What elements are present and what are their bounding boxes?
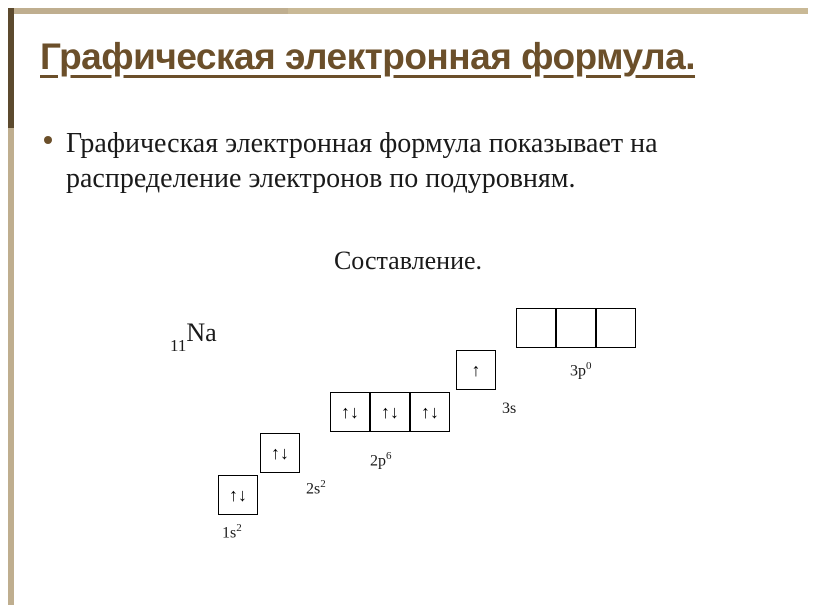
decorative-border-top [8,8,808,14]
orbital-box [556,308,596,348]
orbital-box: ↑↓ [410,392,450,432]
orbital-diagram: ↑↓1s2↑↓2s2↑↓↑↓↑↓2p6↑3s3p0 [200,300,700,580]
bullet-item: Графическая электронная формула показыва… [66,126,786,196]
orbital-box: ↑↓ [218,475,258,515]
orbital-box: ↑↓ [370,392,410,432]
orbital-box: ↑↓ [330,392,370,432]
orbital-box [596,308,636,348]
orbital-box: ↑↓ [260,433,300,473]
decorative-border-left [8,8,14,605]
orbital-label: 3s [502,400,516,418]
atomic-number: 11 [170,336,186,355]
bullet-dot-icon [44,136,52,144]
orbital-label: 3p0 [570,360,592,380]
orbital-label: 2p6 [370,450,392,470]
page-title: Графическая электронная формула. [40,36,695,78]
orbital-label: 2s2 [306,478,326,498]
bullet-text: Графическая электронная формула показыва… [66,128,658,194]
subtitle: Составление. [0,246,816,276]
orbital-box: ↑ [456,350,496,390]
orbital-label: 1s2 [222,522,242,542]
orbital-box [516,308,556,348]
